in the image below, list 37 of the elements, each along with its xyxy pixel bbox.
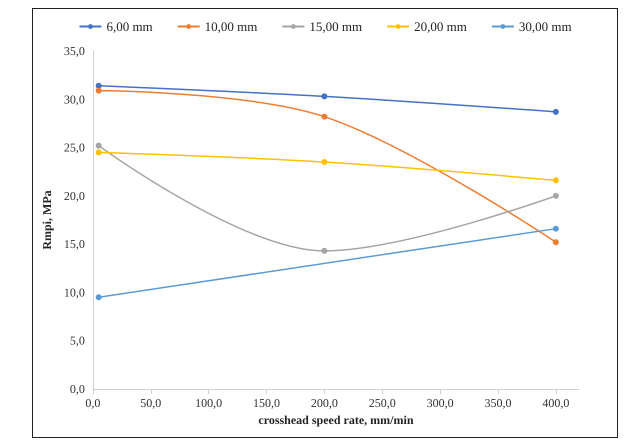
legend-label: 20,00 mm	[414, 19, 467, 34]
x-tick-label: 200,0	[310, 396, 338, 410]
legend-label: 10,00 mm	[204, 19, 258, 34]
x-tick-label: 0,0	[85, 396, 100, 410]
point	[321, 248, 328, 254]
y-tick-label: 0,0	[70, 382, 85, 396]
y-tick-label: 15,0	[64, 237, 85, 252]
point	[552, 239, 559, 246]
legend-label: 15,00 mm	[309, 19, 362, 34]
legend-label: 30,00 mm	[518, 19, 572, 34]
y-tick-label: 5,0	[70, 334, 85, 348]
x-axis-title: crosshead speed rate, mm/min	[258, 412, 414, 427]
point	[96, 294, 102, 300]
point	[321, 93, 328, 100]
legend-label: 6,00 mm	[106, 19, 153, 34]
point	[96, 149, 102, 156]
y-tick-label: 10,0	[64, 285, 85, 300]
point	[96, 88, 102, 94]
point	[96, 142, 102, 149]
y-axis-title: Rmpi, MPa	[40, 190, 54, 250]
x-tick-label: 350,0	[484, 396, 512, 410]
x-tick-label: 150,0	[253, 396, 280, 410]
x-tick-label: 100,0	[195, 396, 222, 410]
point	[321, 114, 328, 120]
y-tick-label: 35,0	[64, 44, 85, 58]
point	[552, 177, 559, 184]
x-tick-label: 300,0	[426, 396, 454, 410]
y-tick-label: 20,0	[64, 188, 85, 203]
x-tick-label: 400,0	[542, 396, 570, 410]
y-tick-label: 25,0	[64, 140, 85, 155]
point	[552, 108, 559, 115]
point	[321, 159, 328, 166]
point	[552, 226, 559, 232]
y-tick-label: 30,0	[64, 92, 85, 106]
point	[552, 192, 559, 199]
x-tick-label: 250,0	[368, 396, 396, 410]
x-tick-label: 50,0	[140, 396, 162, 410]
